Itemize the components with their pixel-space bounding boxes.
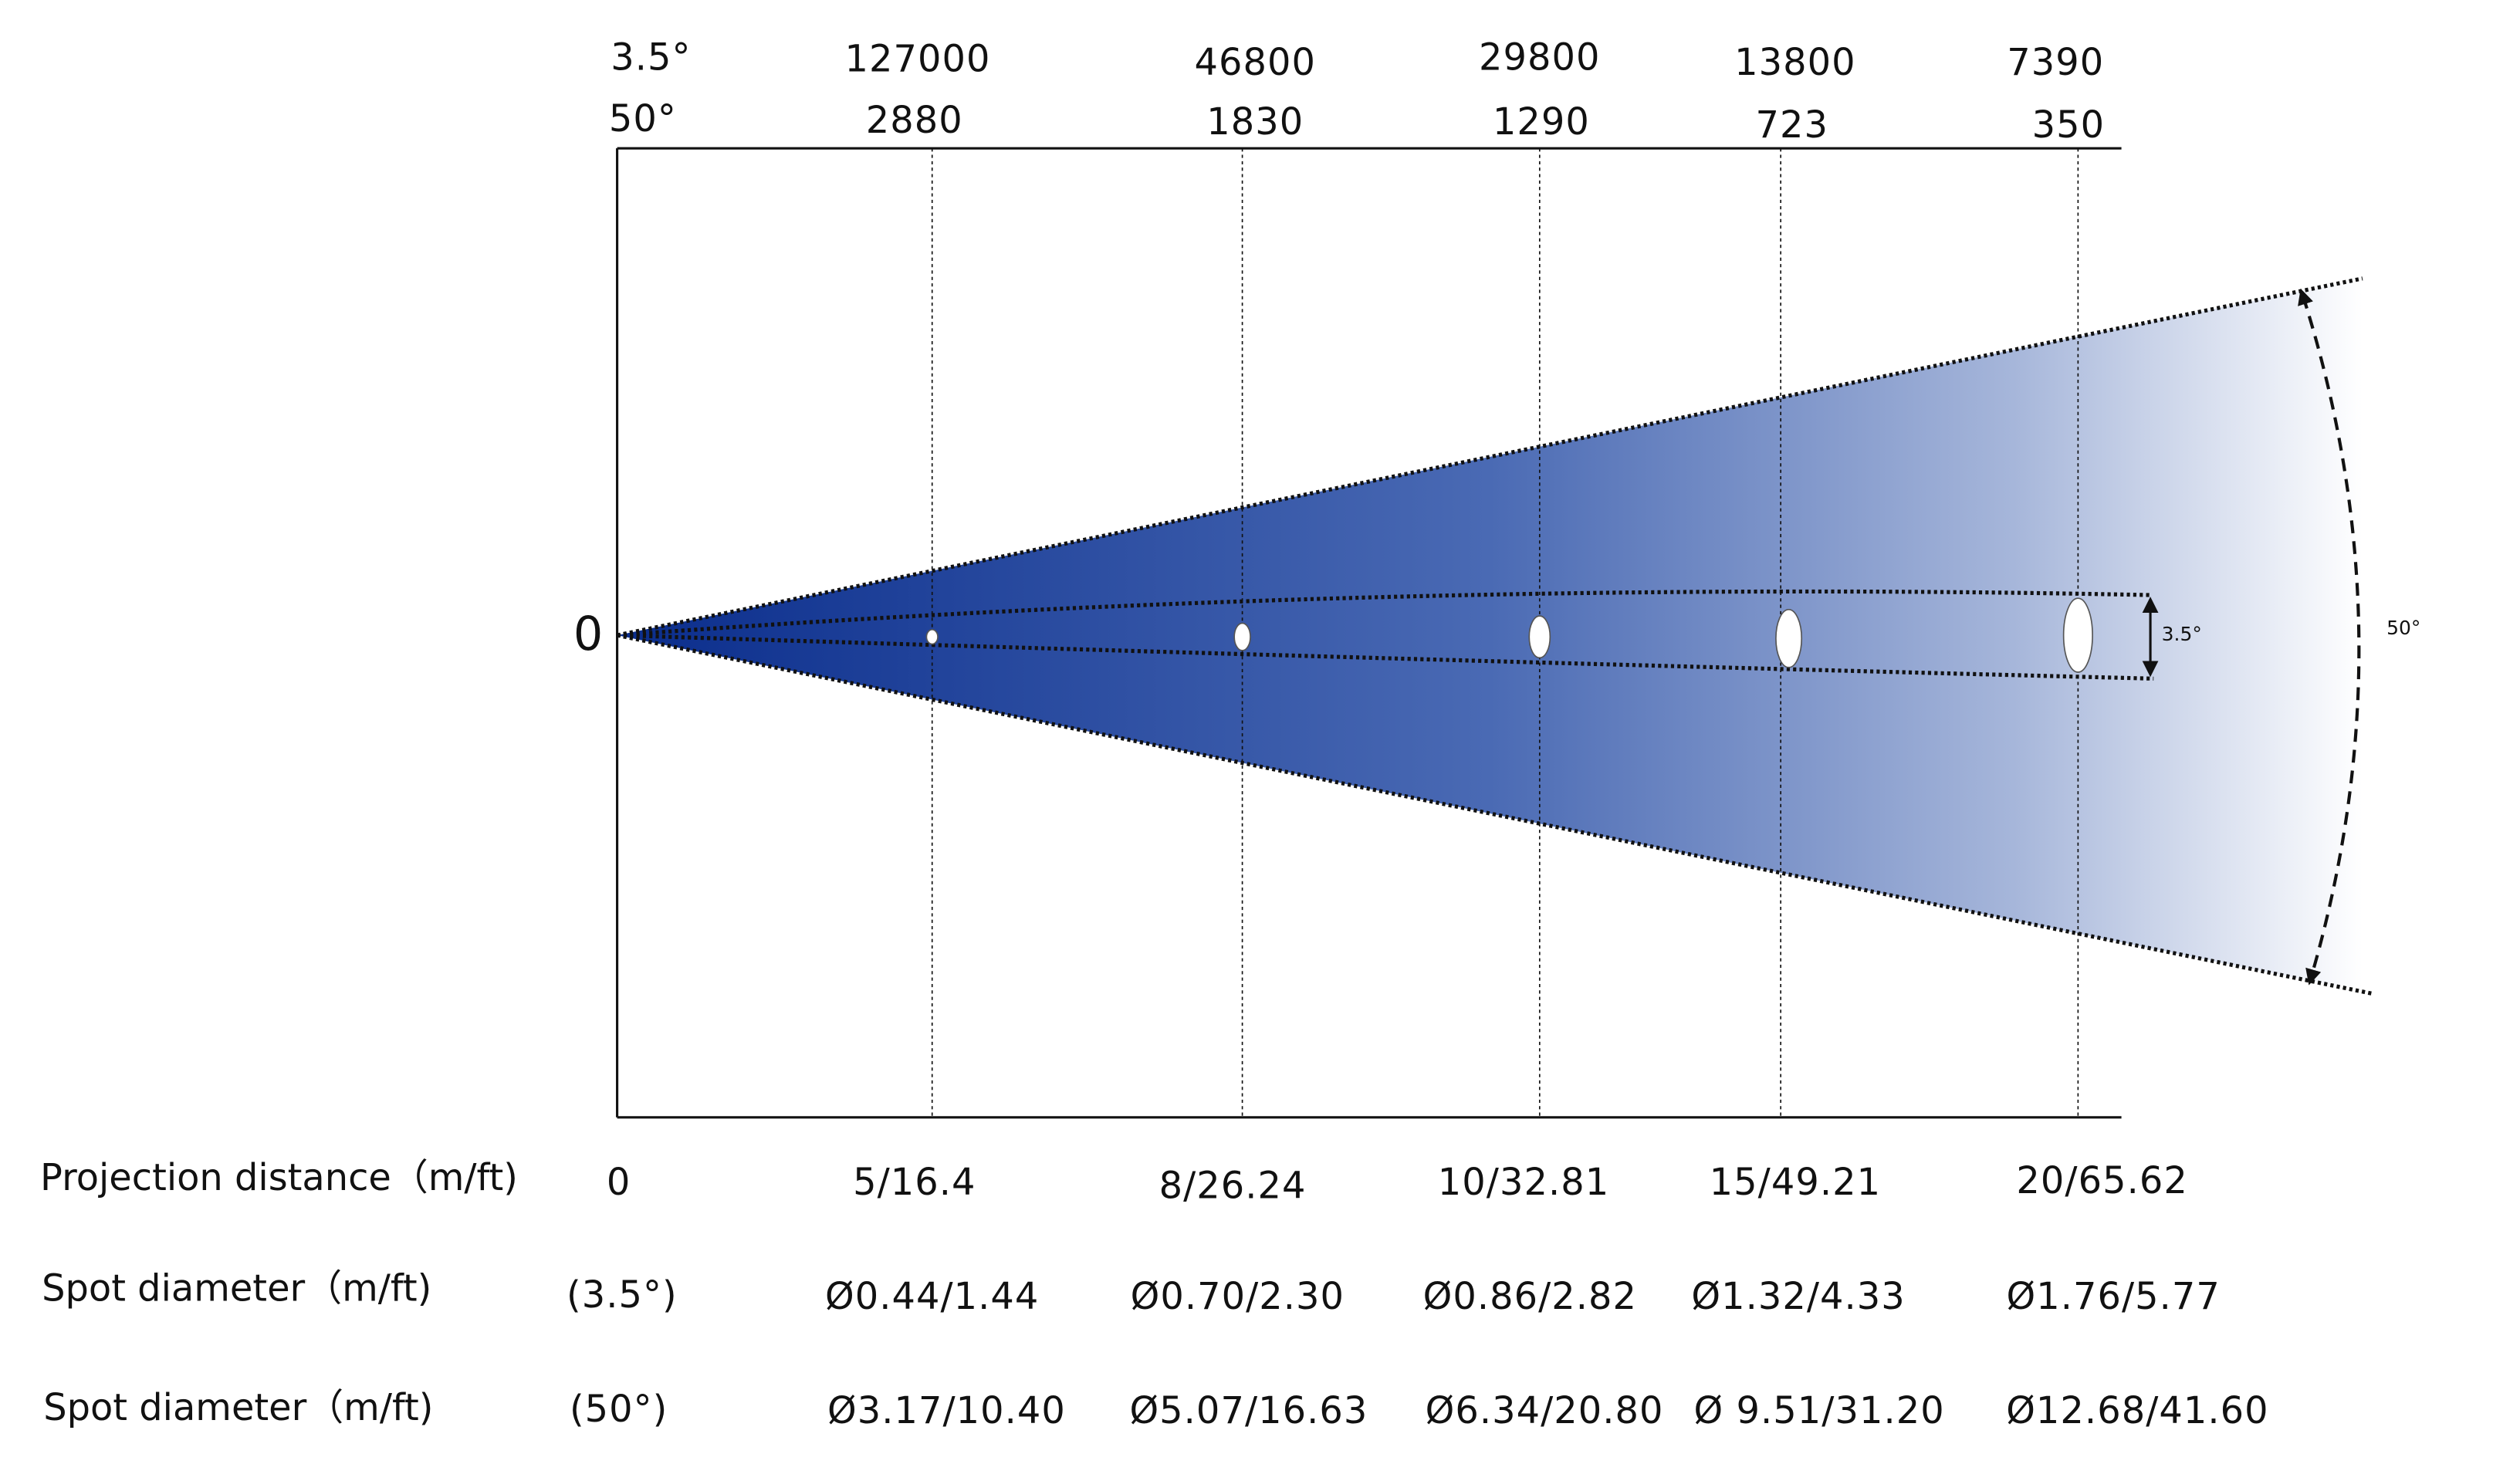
spot-narrow: Ø0.70/2.30: [1131, 1276, 1345, 1318]
distance: 10/32.81: [1438, 1161, 1609, 1204]
lux-wide: 1830: [1206, 101, 1304, 144]
spots: [925, 597, 2093, 673]
distance-origin: 0: [607, 1161, 631, 1204]
origin-label: 0: [573, 607, 603, 661]
distance: 8/26.24: [1159, 1165, 1307, 1207]
row-label: Projection distance（m/ft): [40, 1157, 518, 1199]
spot-wide: Ø 9.51/31.20: [1694, 1390, 1945, 1432]
spot-wide: Ø6.34/20.80: [1426, 1390, 1664, 1432]
lux-narrow: 46800: [1194, 42, 1316, 84]
header-wide: 50°: [609, 98, 677, 140]
distance: 5/16.4: [853, 1161, 976, 1204]
lux-narrow: 13800: [1734, 42, 1856, 84]
row-angle: (50°): [570, 1388, 668, 1431]
distance: 15/49.21: [1710, 1161, 1881, 1204]
beam-edges: [617, 276, 2373, 996]
lux-narrow: 29800: [1479, 37, 1601, 79]
spot-wide: Ø12.68/41.60: [2006, 1390, 2268, 1432]
row-angle: (3.5°): [567, 1274, 678, 1317]
wide-angle-arrow: [2298, 288, 2361, 986]
spot-narrow: Ø1.32/4.33: [1691, 1276, 1905, 1318]
header-narrow: 3.5°: [611, 37, 691, 79]
spot-narrow: Ø1.76/5.77: [2006, 1276, 2220, 1318]
row-label: Spot diameter（m/ft): [42, 1268, 431, 1310]
spot-wide: Ø5.07/16.63: [1129, 1390, 1368, 1432]
lux-wide: 2880: [866, 100, 963, 142]
lux-narrow: 7390: [2007, 42, 2104, 84]
narrow-angle-annotation: 3.5°: [2162, 623, 2202, 645]
spot-wide: Ø3.17/10.40: [827, 1390, 1066, 1432]
lux-wide: 350: [2032, 104, 2106, 147]
frame: [616, 147, 2122, 1119]
beam-cone: [617, 278, 2382, 994]
distance: 20/65.62: [2016, 1160, 2187, 1202]
wide-angle-annotation: 50°: [2386, 617, 2420, 639]
row-label: Spot diameter（m/ft): [43, 1387, 433, 1429]
spot-narrow: Ø0.44/1.44: [825, 1276, 1039, 1318]
spot-narrow: Ø0.86/2.82: [1423, 1276, 1637, 1318]
lux-wide: 1290: [1493, 101, 1590, 144]
lux-wide: 723: [1755, 104, 1828, 147]
lux-narrow: 127000: [844, 39, 990, 81]
